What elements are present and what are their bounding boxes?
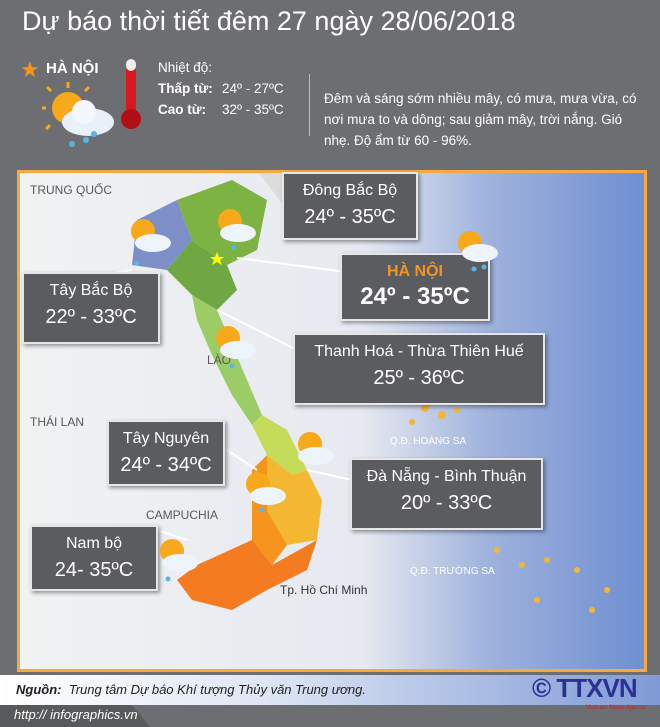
url-tab <box>0 705 150 727</box>
region-tay-bac <box>132 200 192 270</box>
star-icon: ★ <box>20 57 40 82</box>
sun-cloud-rain-icon <box>131 219 171 266</box>
sun-cloud-rain-icon <box>160 539 198 582</box>
sun-cloud-rain-icon <box>246 472 286 513</box>
region-name: HÀ NỘI <box>387 263 443 280</box>
region-nam-bo <box>177 540 317 610</box>
region-bac-trung-bo <box>192 295 262 425</box>
region-temp: 25º - 36ºC <box>373 367 465 389</box>
ttxvn-logo: © TTXVN <box>532 673 638 703</box>
page-title: Dự báo thời tiết đêm 27 ngày 28/06/2018 <box>22 6 516 36</box>
region-box-ha-noi: HÀ NỘI 24º - 35ºC <box>340 253 490 321</box>
source-value: Trung tâm Dự báo Khí tượng Thủy văn Trun… <box>68 682 366 697</box>
label-laos: LÀO <box>207 353 232 367</box>
region-temp: 20º - 33ºC <box>400 492 493 514</box>
sun-cloud-icon <box>298 432 334 465</box>
region-box-tay-nguyen: Tây Nguyên 24º - 34ºC <box>107 420 225 486</box>
divider <box>309 74 310 136</box>
region-box-tay-bac-bo: Tây Bắc Bộ 22º - 33ºC <box>22 272 160 344</box>
sun-cloud-rain-icon <box>458 231 498 272</box>
website-url: http:// infographics.vn <box>14 707 138 722</box>
sun-cloud-rain-icon <box>216 326 256 369</box>
capital-star-icon <box>210 252 224 265</box>
high-label: Cao từ: <box>158 102 207 117</box>
label-cambodia: CAMPUCHIA <box>146 508 219 522</box>
region-name: Đà Nẵng - Bình Thuận <box>366 468 527 485</box>
label-thailand: THÁI LAN <box>30 415 85 429</box>
sun-cloud-rain-icon <box>218 209 256 250</box>
region-name: Tây Nguyên <box>122 430 210 447</box>
region-box-dong-bac-bo: Đông Bắc Bộ 24º - 35ºC <box>282 172 418 240</box>
region-name: Nam bộ <box>65 535 123 552</box>
low-value: 24º - 27ºC <box>222 81 284 96</box>
footer <box>0 675 660 705</box>
region-name: Tây Bắc Bộ <box>49 282 133 299</box>
region-temp: 24º - 35ºC <box>304 206 396 228</box>
region-temp: 22º - 33ºC <box>45 306 137 328</box>
ttxvn-logo-subtitle: Vietnam News Agency <box>586 705 646 711</box>
label-truong-sa: Q.Đ. TRƯỜNG SA <box>410 566 495 577</box>
high-value: 32º - 35ºC <box>222 102 284 117</box>
weather-description: Đêm và sáng sớm nhiều mây, có mưa, mưa v… <box>324 91 637 148</box>
low-label: Thấp từ: <box>158 81 213 96</box>
source-label: Nguồn: <box>16 682 62 697</box>
thermometer-icon <box>121 59 141 129</box>
label-china: TRUNG QUỐC <box>30 183 112 197</box>
region-box-nam-bo: Nam bộ 24- 35ºC <box>30 525 158 591</box>
hanoi-name: HÀ NỘI <box>46 60 99 77</box>
sun-cloud-rain-icon <box>42 82 114 147</box>
region-box-thanh-hoa-hue: Thanh Hoá - Thừa Thiên Huế 25º - 36ºC <box>293 333 545 405</box>
region-name: Đông Bắc Bộ <box>302 182 398 199</box>
region-temp: 24- 35ºC <box>54 559 134 581</box>
temp-heading: Nhiệt độ: <box>158 60 213 75</box>
region-name: Thanh Hoá - Thừa Thiên Huế <box>314 343 524 360</box>
region-temp: 24º - 35ºC <box>360 283 470 310</box>
source-text: Nguồn: Trung tâm Dự báo Khí tượng Thủy v… <box>16 682 366 697</box>
label-hcm: Tp. Hồ Chí Minh <box>280 583 368 597</box>
label-hoang-sa: Q.Đ. HOÀNG SA <box>390 436 467 447</box>
region-nam-trung-bo <box>267 455 322 545</box>
region-temp: 24º - 34ºC <box>120 454 212 476</box>
region-box-da-nang-binh-thuan: Đà Nẵng - Bình Thuận 20º - 33ºC <box>350 458 543 530</box>
